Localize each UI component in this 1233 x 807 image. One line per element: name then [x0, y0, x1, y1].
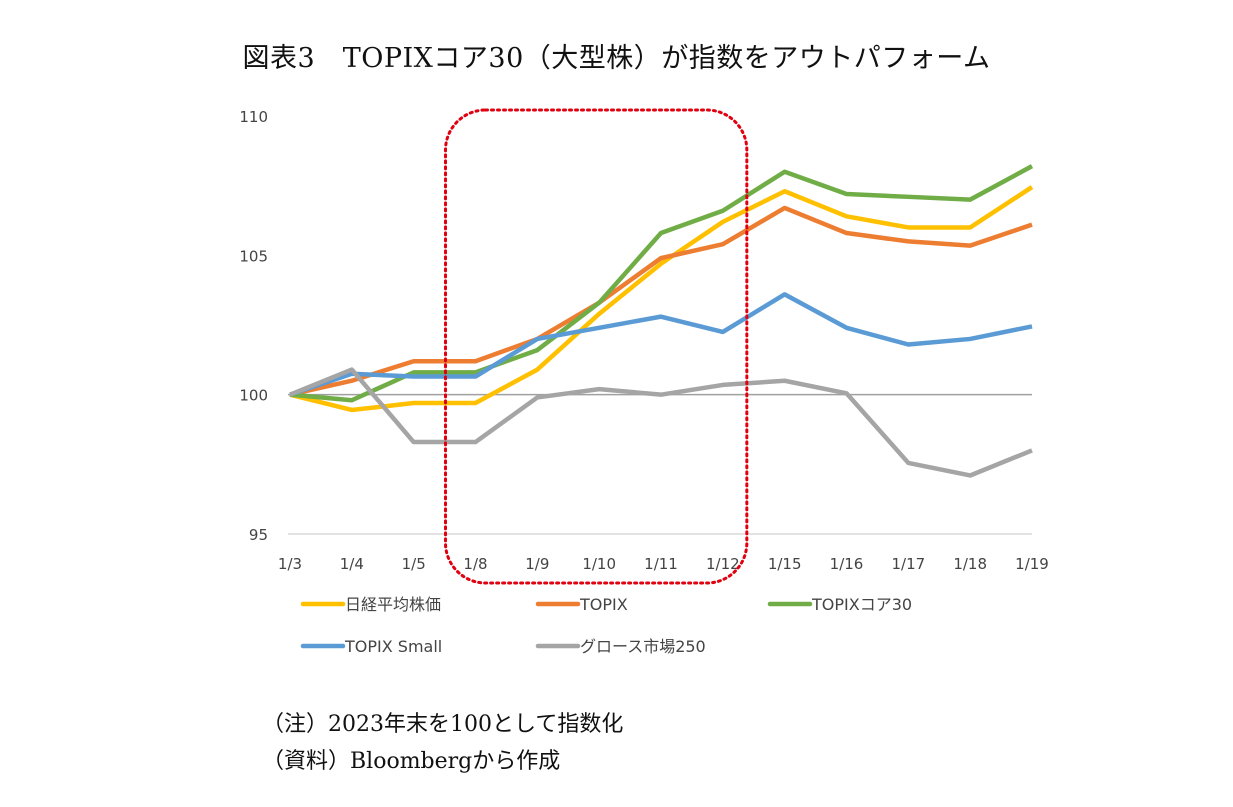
- legend-label: 日経平均株価: [345, 595, 441, 614]
- x-tick-label: 1/3: [278, 555, 302, 573]
- series-line: [289, 164, 1034, 403]
- x-axis-ticks: 1/3 1/4 1/5 1/8 1/9 1/10 1/11 1/12 1/15 1/16 1/17 1…: [278, 555, 1049, 573]
- series-line: [289, 367, 1033, 478]
- note-line: （注）2023年末を100として指数化: [262, 712, 624, 737]
- source-line: （資料）Bloombergから作成: [262, 749, 561, 774]
- y-tick-label: 110: [239, 108, 268, 126]
- x-tick-label: 1/15: [768, 555, 802, 573]
- x-tick-label: 1/5: [402, 555, 426, 573]
- y-tick-label: 105: [239, 247, 268, 265]
- chart-title: 図表3 TOPIXコア30（大型株）が指数をアウトパフォーム: [242, 43, 991, 74]
- x-tick-label: 1/16: [830, 555, 864, 573]
- x-tick-label: 1/19: [1015, 555, 1049, 573]
- y-axis-ticks: 95 100 105 110: [239, 108, 268, 544]
- x-tick-label: 1/17: [891, 555, 925, 573]
- legend-label: グロース市場250: [580, 637, 706, 656]
- y-tick-label: 95: [249, 526, 268, 544]
- x-tick-label: 1/10: [582, 555, 616, 573]
- highlight-box: [444, 108, 749, 585]
- x-tick-label: 1/8: [463, 555, 487, 573]
- x-tick-label: 1/18: [953, 555, 987, 573]
- y-tick-label: 100: [239, 387, 268, 405]
- legend-label: TOPIX Small: [344, 637, 442, 656]
- legend: 日経平均株価 TOPIX TOPIXコア30 TOPIX Small グロース市場250: [300, 595, 912, 656]
- legend-label: TOPIX: [579, 595, 628, 614]
- series-line: [289, 185, 1034, 413]
- x-tick-label: 1/9: [525, 555, 549, 573]
- series-line: [289, 205, 1033, 397]
- x-tick-label: 1/11: [644, 555, 678, 573]
- x-tick-label: 1/4: [340, 555, 364, 573]
- series-lines: [289, 164, 1034, 478]
- series-line: [289, 292, 1033, 397]
- x-tick-label: 1/12: [706, 555, 740, 573]
- legend-label: TOPIXコア30: [811, 595, 912, 614]
